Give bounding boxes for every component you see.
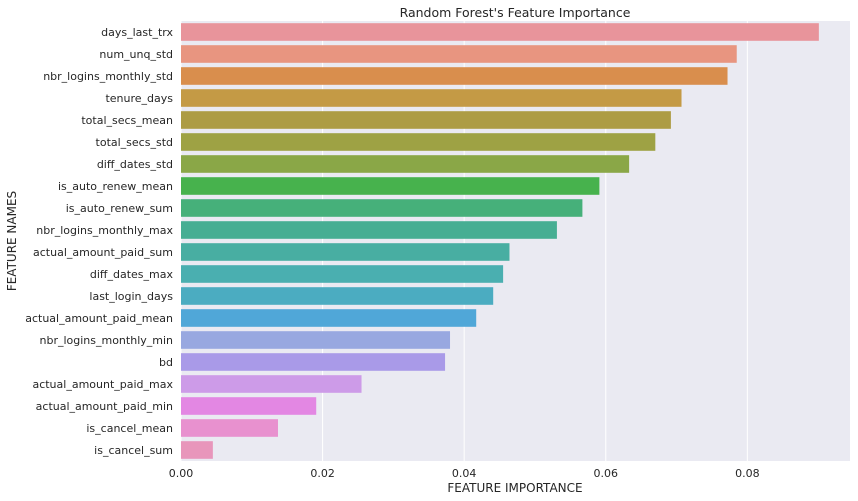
bar-nbr-logins-monthly-max — [181, 221, 557, 239]
y-tick-label: total_secs_mean — [81, 114, 173, 127]
y-tick-label: total_secs_std — [96, 136, 173, 149]
y-tick-label: bd — [159, 356, 173, 369]
bar-total-secs-mean — [181, 111, 671, 129]
y-tick-label: actual_amount_paid_max — [32, 378, 173, 391]
y-tick-label: num_unq_std — [99, 48, 173, 61]
bar-diff-dates-std — [181, 155, 630, 173]
bar-is-cancel-mean — [181, 419, 278, 437]
y-tick-label: last_login_days — [89, 290, 173, 303]
x-tick-label: 0.02 — [310, 467, 335, 480]
x-tick-label: 0.00 — [169, 467, 194, 480]
bar-diff-dates-max — [181, 265, 504, 283]
bar-total-secs-std — [181, 133, 656, 151]
y-tick-label: actual_amount_paid_mean — [25, 312, 173, 325]
bar-actual-amount-paid-mean — [181, 309, 477, 327]
y-tick-label: is_cancel_sum — [94, 444, 173, 457]
y-tick-label: is_auto_renew_mean — [58, 180, 173, 193]
plot-background — [181, 21, 850, 461]
bar-tenure-days — [181, 89, 682, 107]
y-tick-label: diff_dates_std — [97, 158, 173, 171]
bar-is-auto-renew-sum — [181, 199, 583, 217]
bar-nbr-logins-monthly-min — [181, 331, 451, 349]
bar-days-last-trx — [181, 23, 819, 41]
y-tick-labels: days_last_trx num_unq_std nbr_logins_month… — [25, 26, 173, 457]
y-tick-label: is_auto_renew_sum — [66, 202, 173, 215]
x-tick-label: 0.04 — [452, 467, 477, 480]
y-tick-label: days_last_trx — [101, 26, 173, 39]
bars — [181, 23, 819, 459]
y-tick-label: tenure_days — [105, 92, 173, 105]
y-tick-label: actual_amount_paid_min — [36, 400, 173, 413]
x-tick-labels: 0.00 0.02 0.04 0.06 0.08 — [169, 467, 760, 480]
bar-bd — [181, 353, 446, 371]
bar-actual-amount-paid-max — [181, 375, 362, 393]
bar-is-auto-renew-mean — [181, 177, 600, 195]
bar-actual-amount-paid-min — [181, 397, 317, 415]
bar-nbr-logins-monthly-std — [181, 67, 728, 85]
y-tick-label: nbr_logins_monthly_min — [39, 334, 173, 347]
bar-num-unq-std — [181, 45, 737, 63]
y-tick-label: diff_dates_max — [90, 268, 174, 281]
y-tick-label: actual_amount_paid_sum — [33, 246, 173, 259]
bar-actual-amount-paid-sum — [181, 243, 510, 261]
x-tick-label: 0.08 — [735, 467, 760, 480]
chart-title: Random Forest's Feature Importance — [400, 5, 631, 20]
y-tick-label: is_cancel_mean — [86, 422, 173, 435]
x-tick-label: 0.06 — [594, 467, 619, 480]
y-tick-label: nbr_logins_monthly_std — [43, 70, 173, 83]
y-axis-label: FEATURE NAMES — [5, 191, 19, 291]
bar-is-cancel-sum — [181, 441, 213, 459]
x-axis-label: FEATURE IMPORTANCE — [447, 481, 582, 495]
bar-last-login-days — [181, 287, 494, 305]
y-tick-label: nbr_logins_monthly_max — [36, 224, 173, 237]
